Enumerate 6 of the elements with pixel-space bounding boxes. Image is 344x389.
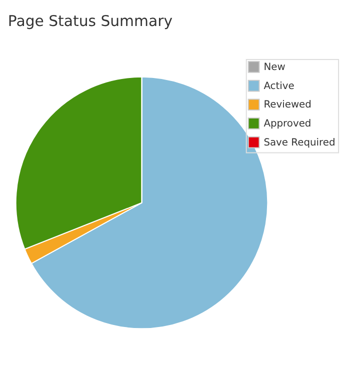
- legend-label: Save Required: [264, 137, 336, 148]
- chart-title: Page Status Summary: [8, 12, 173, 30]
- legend-label: Approved: [264, 118, 312, 130]
- legend-label: Reviewed: [264, 100, 312, 111]
- legend-label: Active: [264, 80, 294, 92]
- legend-label: New: [264, 62, 286, 73]
